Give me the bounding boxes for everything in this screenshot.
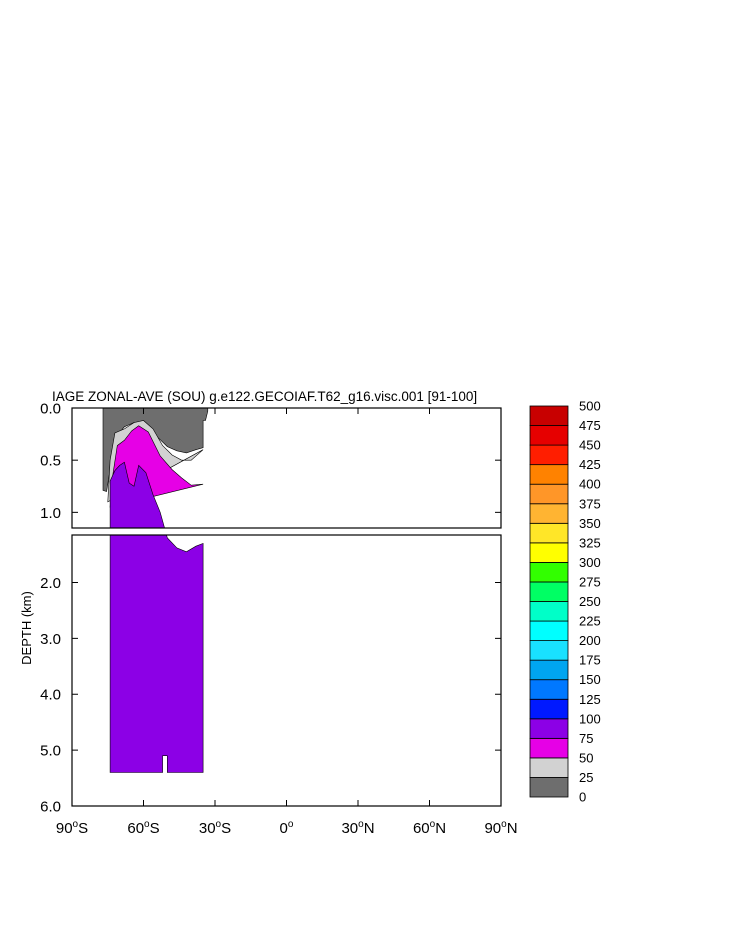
y-tick-label: 0.5: [40, 453, 61, 470]
x-tick-label: 90oN: [484, 819, 517, 837]
colorbar-label: 275: [579, 574, 601, 589]
y-tick-label: 4.0: [40, 687, 61, 704]
colorbar-swatch: [529, 679, 569, 700]
contour-fills: [102, 408, 209, 773]
y-tick-label: 0.0: [40, 401, 61, 418]
x-tick-label: 30oS: [199, 819, 231, 837]
colorbar-swatch: [529, 542, 569, 563]
colorbar-swatch: [529, 620, 569, 641]
x-ticks: 90oS 60oS 30oS 0o 30oN 60oN 90oN: [56, 408, 518, 837]
colorbar-swatch: [529, 464, 569, 485]
colorbar-swatch: [529, 581, 569, 602]
y-tick-label: 3.0: [40, 631, 61, 648]
colorbar-label: 500: [579, 399, 601, 414]
x-tick-label: 60oS: [127, 819, 159, 837]
colorbar-label: 225: [579, 614, 601, 629]
colorbar-swatch: [529, 718, 569, 739]
x-tick-label: 90oS: [56, 819, 88, 837]
colorbar-label: 25: [579, 770, 593, 785]
colorbar-label: 250: [579, 594, 601, 609]
contour-group-lo: [109, 535, 204, 773]
y-tick-label: 1.0: [40, 505, 61, 522]
colorbar: 0 25 50 75 100 125 150 175 200 225 250 275 300 325 350…: [529, 399, 601, 805]
colorbar-label: 150: [579, 672, 601, 687]
colorbar-label: 300: [579, 555, 601, 570]
colorbar-label: 75: [579, 731, 593, 746]
colorbar-swatch: [529, 405, 569, 426]
contour-group-up: [102, 408, 209, 528]
colorbar-swatch: [529, 503, 569, 524]
colorbar-label: 100: [579, 711, 601, 726]
colorbar-label: 425: [579, 457, 601, 472]
contour-fill-75-100-lo: [109, 535, 204, 773]
colorbar-swatch: [529, 425, 569, 446]
y-tick-label: 6.0: [40, 799, 61, 816]
colorbar-swatch: [529, 659, 569, 681]
contour-fill-75-100-up: [109, 461, 165, 528]
colorbar-swatch: [529, 737, 569, 759]
y-tick-label: 2.0: [40, 575, 61, 592]
colorbar-label: 375: [579, 496, 601, 511]
colorbar-label: 175: [579, 653, 601, 668]
x-tick-label: 30oN: [341, 819, 374, 837]
y-tick-label: 5.0: [40, 743, 61, 760]
y-axis-label: DEPTH (km): [19, 591, 34, 665]
x-tick-label: 60oN: [413, 819, 446, 837]
colorbar-swatch: [529, 483, 569, 505]
colorbar-label: 475: [579, 418, 601, 433]
colorbar-label: 400: [579, 477, 601, 492]
colorbar-swatch: [529, 601, 569, 622]
colorbar-swatch: [529, 777, 569, 798]
colorbar-swatch: [529, 698, 569, 720]
colorbar-label: 0: [579, 790, 586, 805]
colorbar-swatch: [529, 522, 569, 544]
colorbar-label: 450: [579, 438, 601, 453]
colorbar-label: 325: [579, 535, 601, 550]
colorbar-label: 125: [579, 692, 601, 707]
colorbar-label: 50: [579, 750, 593, 765]
colorbar-swatch: [529, 640, 569, 661]
y-ticks: 0.0 0.5 1.0 2.0 3.0 4.0 5.0 6.0: [40, 401, 501, 816]
x-tick-label: 0o: [280, 819, 294, 837]
colorbar-label: 200: [579, 633, 601, 648]
colorbar-swatch: [529, 444, 569, 466]
colorbar-label: 350: [579, 516, 601, 531]
colorbar-swatch: [529, 562, 569, 583]
chart-title: IAGE ZONAL-AVE (SOU) g.e122.GECOIAF.T62_…: [52, 389, 477, 404]
colorbar-swatch: [529, 757, 569, 778]
